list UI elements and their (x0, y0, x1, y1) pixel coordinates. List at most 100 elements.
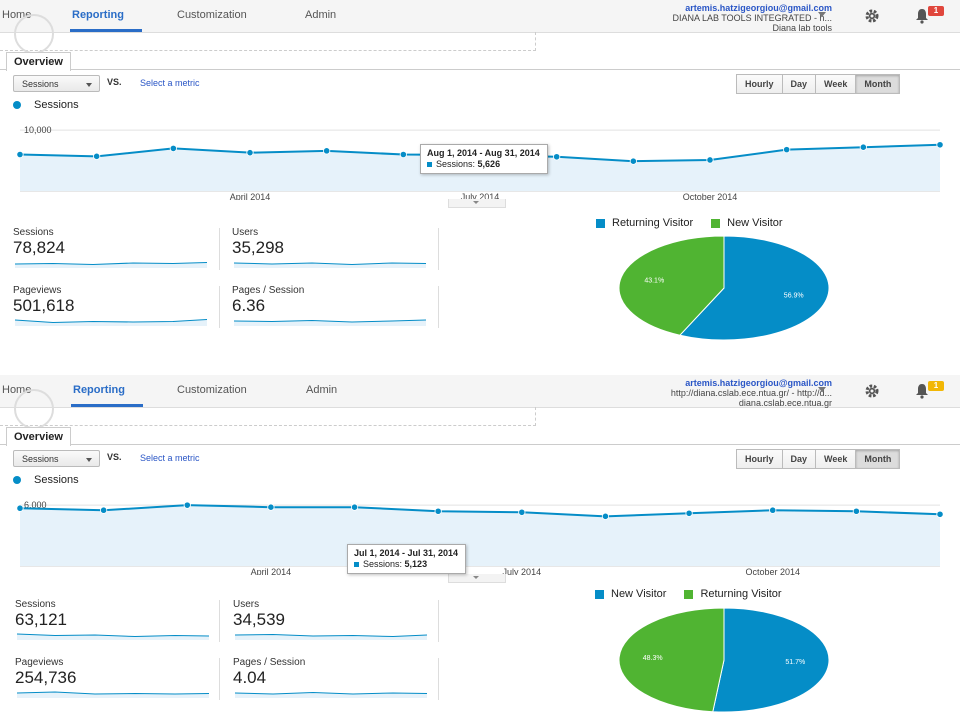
select-metric-link[interactable]: Select a metric (140, 453, 200, 463)
analytics-panel-1: Home Reporting Customization Admin artem… (0, 0, 960, 345)
series-legend-label: Sessions (34, 474, 79, 486)
stat-users[interactable]: Users 35,298 (232, 227, 432, 268)
pie-legend-item[interactable]: New Visitor (711, 217, 783, 229)
period-week-button[interactable]: Week (815, 74, 857, 94)
sparkline (14, 319, 208, 326)
y-tick-label: 6,000 (24, 500, 47, 510)
chart-scroll-handle[interactable] (448, 574, 506, 583)
data-point[interactable] (16, 150, 24, 159)
nav-reporting[interactable]: Reporting (72, 9, 124, 21)
chevron-down-icon[interactable] (818, 12, 826, 17)
stat-divider (219, 600, 220, 642)
data-point[interactable] (852, 507, 860, 515)
pie-legend-item[interactable]: New Visitor (595, 588, 666, 600)
pie-slice[interactable] (678, 236, 829, 340)
data-point[interactable] (706, 156, 714, 164)
stat-pageviews[interactable]: Pageviews 254,736 (15, 657, 215, 698)
select-metric-link[interactable]: Select a metric (140, 78, 200, 88)
data-point[interactable] (859, 143, 867, 151)
data-point[interactable] (16, 504, 24, 512)
data-point[interactable] (100, 506, 108, 514)
pie-legend-swatch (595, 589, 604, 599)
pie-legend-item[interactable]: Returning Visitor (684, 588, 782, 600)
data-point[interactable] (685, 509, 693, 517)
stat-pages-per-session[interactable]: Pages / Session 6.36 (232, 285, 432, 326)
metric-select[interactable]: Sessions (13, 75, 100, 92)
tooltip-series-dot (427, 162, 432, 168)
stat-value: 6.36 (232, 296, 266, 315)
pie-slice[interactable] (619, 608, 725, 712)
data-point[interactable] (629, 157, 637, 165)
period-day-button[interactable]: Day (781, 449, 817, 469)
stat-pageviews[interactable]: Pageviews 501,618 (13, 285, 213, 326)
sparkline (14, 262, 208, 268)
tooltip-date-range: Aug 1, 2014 - Aug 31, 2014 (427, 148, 540, 158)
pie-legend-item[interactable]: Returning Visitor (596, 217, 693, 229)
period-month-button[interactable]: Month (855, 74, 901, 94)
data-point[interactable] (169, 144, 177, 153)
data-point[interactable] (183, 501, 191, 509)
gear-icon[interactable] (864, 8, 880, 24)
data-point[interactable] (399, 150, 407, 159)
stat-value: 501,618 (13, 296, 75, 315)
tooltip-value-row: Sessions: 5,123 (354, 559, 458, 570)
stat-pages-per-session[interactable]: Pages / Session 4.04 (233, 657, 433, 698)
pie-slice-label: 48.3% (643, 655, 663, 662)
chart-scroll-handle[interactable] (448, 199, 506, 208)
period-day-button[interactable]: Day (781, 74, 817, 94)
sparkline (234, 691, 428, 698)
period-month-button[interactable]: Month (855, 449, 901, 469)
stat-divider (219, 286, 220, 328)
loading-circle-icon (14, 389, 54, 429)
data-point[interactable] (434, 507, 442, 515)
nav-customization[interactable]: Customization (177, 384, 247, 396)
data-point[interactable] (350, 503, 359, 511)
data-point[interactable] (518, 508, 526, 516)
data-point[interactable] (246, 149, 254, 157)
data-point[interactable] (936, 141, 944, 149)
pie-slice[interactable] (712, 608, 829, 712)
data-point[interactable] (93, 152, 101, 160)
visitor-type-pie-chart[interactable]: 51.7% 48.3% (619, 608, 829, 712)
gear-icon[interactable] (864, 383, 880, 399)
pie-slice-label: 56.9% (784, 293, 804, 300)
tooltip-value: 5,626 (477, 159, 501, 169)
pie-legend-swatch (596, 218, 605, 228)
stat-users[interactable]: Users 34,539 (233, 599, 433, 640)
period-week-button[interactable]: Week (815, 449, 857, 469)
data-point[interactable] (769, 506, 777, 514)
stat-sessions[interactable]: Sessions 63,121 (15, 599, 215, 640)
nav-admin[interactable]: Admin (306, 384, 338, 396)
tab-overview[interactable]: Overview (6, 427, 71, 446)
period-hourly-button[interactable]: Hourly (736, 74, 783, 94)
tab-overview[interactable]: Overview (6, 52, 71, 71)
pie-legend-swatch (684, 589, 694, 599)
data-point[interactable] (601, 512, 610, 520)
sparkline (233, 262, 427, 268)
nav-admin[interactable]: Admin (305, 9, 337, 21)
data-point[interactable] (553, 153, 561, 161)
stat-value: 78,824 (13, 238, 65, 257)
stat-label: Pages / Session (233, 657, 306, 668)
account-switcher[interactable]: artemis.hatzigeorgiou@gmail.com http://d… (671, 378, 832, 408)
period-selector: Hourly Day Week Month (736, 449, 901, 469)
data-point[interactable] (783, 146, 791, 154)
bell-icon[interactable] (914, 383, 930, 399)
stat-sessions[interactable]: Sessions 78,824 (13, 227, 213, 268)
data-point[interactable] (936, 510, 944, 518)
chevron-down-icon[interactable] (818, 387, 826, 392)
bell-icon[interactable] (914, 8, 930, 24)
metric-select[interactable]: Sessions (13, 450, 100, 467)
notification-badge: 1 (928, 381, 944, 391)
period-hourly-button[interactable]: Hourly (736, 449, 783, 469)
nav-customization[interactable]: Customization (177, 9, 247, 21)
pie-slice[interactable] (619, 236, 725, 336)
nav-reporting[interactable]: Reporting (73, 384, 125, 396)
account-switcher[interactable]: artemis.hatzigeorgiou@gmail.com DIANA LA… (672, 3, 832, 33)
visitor-type-pie-chart[interactable]: 56.9% 43.1% (619, 236, 829, 340)
data-point[interactable] (267, 503, 275, 511)
data-point[interactable] (323, 147, 331, 155)
period-selector: Hourly Day Week Month (736, 74, 901, 94)
x-tick-label: April 2014 (230, 192, 271, 200)
